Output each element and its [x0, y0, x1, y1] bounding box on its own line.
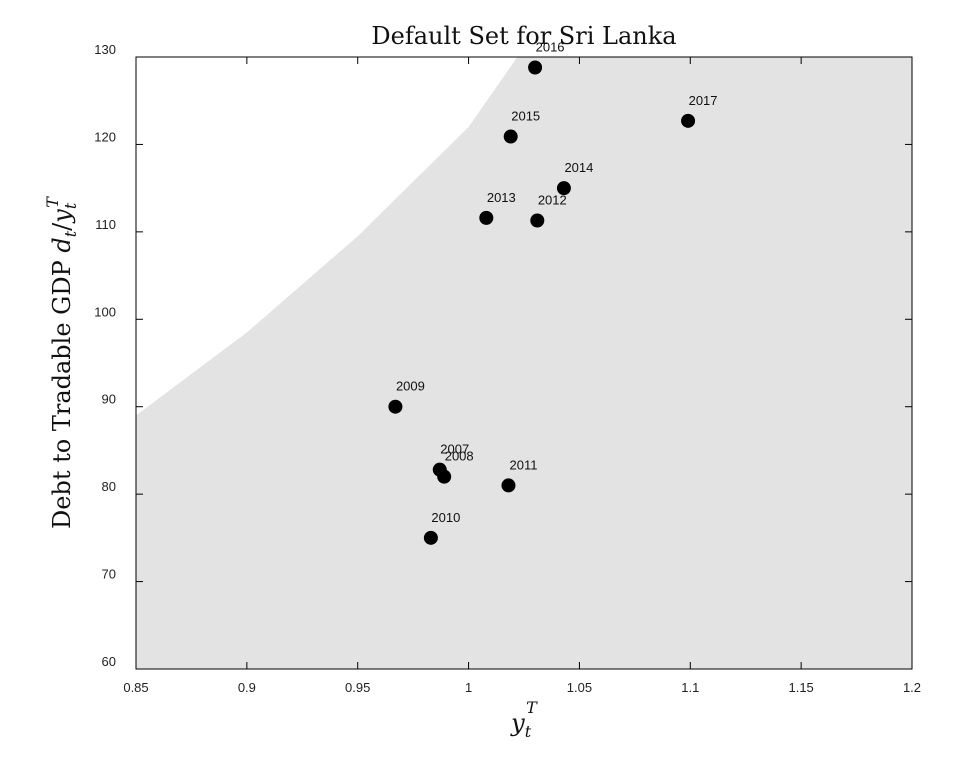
point-label-2014: 2014	[564, 160, 593, 175]
point-label-2007: 2007	[440, 442, 469, 457]
x-tick-label: 1.05	[567, 680, 592, 695]
point-label-2009: 2009	[396, 379, 425, 394]
y-tick-label: 100	[94, 304, 116, 319]
y-tick-label: 70	[102, 567, 116, 582]
point-label-2011: 2011	[509, 457, 537, 472]
point-label-2015: 2015	[511, 109, 540, 124]
point-label-2010: 2010	[431, 510, 460, 525]
plot-frame	[135, 56, 913, 670]
y-tick-label: 60	[102, 654, 116, 669]
data-point-2012	[530, 213, 545, 228]
y-tick-label: 130	[94, 42, 116, 57]
data-point-2009	[388, 399, 403, 414]
point-label-2017: 2017	[689, 93, 718, 108]
x-tick-label: 1.1	[681, 680, 699, 695]
y-tick-label: 90	[102, 392, 116, 407]
x-tick-label: 1.2	[903, 680, 921, 695]
data-point-2017	[681, 113, 696, 128]
data-point-2015	[503, 129, 518, 144]
data-point-2013	[479, 210, 494, 225]
x-tick-label: 1.15	[788, 680, 813, 695]
x-axis-label: ytT	[510, 698, 538, 741]
x-tick-label: 0.85	[123, 680, 148, 695]
plot-frame-layer	[135, 56, 913, 670]
y-tick-label: 120	[94, 129, 116, 144]
data-point-2016	[528, 60, 543, 75]
default-region-layer	[136, 57, 912, 669]
y-tick-label: 110	[95, 217, 116, 232]
y-tick-label: 80	[102, 479, 116, 494]
point-label-2016: 2016	[536, 39, 565, 54]
data-point-2010	[423, 530, 438, 545]
data-point-2011	[501, 478, 516, 493]
chart-title: Default Set for Sri Lanka	[371, 22, 676, 50]
point-label-2013: 2013	[487, 190, 516, 205]
data-point-2014	[556, 181, 571, 196]
x-tick-label: 0.9	[238, 680, 256, 695]
point-label-2008: 2008	[445, 449, 474, 464]
point-label-2012: 2012	[538, 192, 567, 207]
x-tick-label: 0.95	[345, 680, 370, 695]
default-region	[136, 57, 912, 669]
data-point-2008	[437, 469, 452, 484]
y-axis-label: Debt to Tradable GDP dt/ytT	[43, 196, 80, 529]
tick-layer: 0.85 0.9 0.95 1 1.05 1.1 1.15 1.2 60 70 80 90 100 110…	[94, 42, 921, 695]
x-tick-label: 1	[465, 680, 472, 695]
